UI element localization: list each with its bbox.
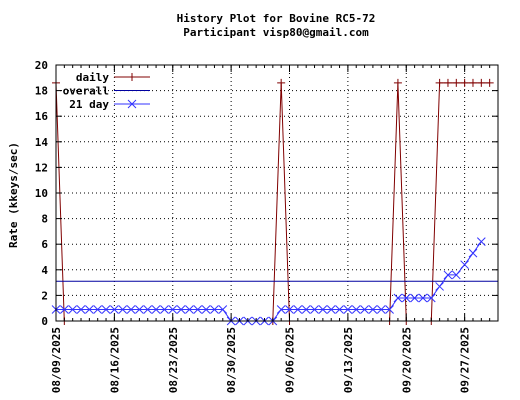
data-point-marker <box>326 305 336 314</box>
data-point-marker <box>293 305 303 314</box>
data-point-marker <box>360 305 369 314</box>
data-point-marker <box>201 305 211 314</box>
y-tick-label: 14 <box>35 136 49 149</box>
data-point-marker <box>76 305 86 314</box>
x-tick-label: 08/30/2025 <box>225 327 238 393</box>
data-point-marker <box>176 305 186 314</box>
legend-label-overall: overall <box>63 85 109 98</box>
data-point-marker <box>193 305 203 314</box>
y-tick-label: 10 <box>35 187 48 200</box>
x-tick-label: 08/16/2025 <box>108 327 121 393</box>
data-point-marker <box>385 305 394 314</box>
data-point-marker <box>276 305 286 314</box>
data-point-marker <box>143 305 153 314</box>
y-tick-label: 0 <box>41 315 48 328</box>
y-tick-label: 2 <box>41 289 48 302</box>
x-tick-label: 08/09/2025 <box>50 327 63 393</box>
data-point-marker <box>376 305 386 314</box>
data-point-marker <box>285 305 294 314</box>
data-point-marker <box>160 305 169 314</box>
data-point-marker <box>443 78 452 87</box>
x-tick-label: 09/13/2025 <box>342 327 355 393</box>
data-point-marker <box>301 305 311 314</box>
data-point-marker <box>151 305 161 314</box>
data-point-marker <box>68 305 78 314</box>
data-point-marker <box>401 293 411 303</box>
data-point-marker <box>477 78 486 87</box>
data-point-marker <box>335 305 344 314</box>
data-point-marker <box>451 270 461 280</box>
data-point-marker <box>460 78 469 87</box>
legend-label-daily: daily <box>76 71 109 84</box>
data-point-marker <box>93 305 103 314</box>
x-tick-label: 09/27/2025 <box>459 327 472 393</box>
x-tick-label: 09/06/2025 <box>284 327 297 393</box>
data-point-marker <box>393 78 402 87</box>
data-point-marker <box>168 305 178 314</box>
data-point-marker <box>101 305 111 314</box>
data-point-marker <box>468 248 478 258</box>
data-point-marker <box>476 237 486 246</box>
y-tick-label: 6 <box>41 238 48 251</box>
data-point-marker <box>210 305 219 314</box>
legend-label-21-day: 21 day <box>69 98 109 111</box>
data-point-marker <box>435 78 444 87</box>
data-point-marker <box>443 270 453 280</box>
data-point-marker <box>343 305 353 314</box>
data-point-marker <box>277 78 286 87</box>
data-point-marker <box>426 293 436 303</box>
tick-layer: 0 2 4 6 8 10 12 14 16 18 20 08/09/2025 08/16/2025 08/… <box>35 59 499 393</box>
data-point-marker <box>85 305 94 314</box>
data-point-marker <box>128 73 136 81</box>
data-point-marker <box>127 99 137 109</box>
data-point-marker <box>59 305 69 314</box>
data-point-marker <box>218 305 228 314</box>
y-tick-label: 20 <box>35 59 48 72</box>
y-tick-label: 18 <box>35 85 48 98</box>
data-point-marker <box>435 282 444 291</box>
y-tick-label: 16 <box>35 110 49 123</box>
data-point-marker <box>460 260 469 270</box>
data-point-marker <box>410 293 419 303</box>
data-point-marker <box>468 78 477 87</box>
data-point-marker <box>351 305 361 314</box>
y-axis-label: Rate (kkeys/sec) <box>7 142 20 248</box>
data-point-marker <box>126 305 136 314</box>
data-point-marker <box>118 305 128 314</box>
data-point-marker <box>318 305 328 314</box>
x-tick-label: 09/20/2025 <box>400 327 413 393</box>
chart-subtitle: Participant visp80@gmail.com <box>183 26 369 39</box>
data-point-marker <box>185 305 194 314</box>
data-point-marker <box>310 305 319 314</box>
data-point-marker <box>485 78 494 87</box>
chart-title: History Plot for Bovine RC5-72 <box>177 12 376 25</box>
data-point-marker <box>110 305 119 314</box>
data-point-marker <box>368 305 378 314</box>
data-point-marker <box>135 305 144 314</box>
data-point-marker <box>452 78 461 87</box>
x-tick-label: 08/23/2025 <box>167 327 180 393</box>
y-tick-label: 4 <box>41 264 48 277</box>
data-point-marker <box>393 293 403 303</box>
y-tick-label: 8 <box>41 213 48 226</box>
y-tick-label: 12 <box>35 161 48 174</box>
data-point-marker <box>418 293 428 303</box>
